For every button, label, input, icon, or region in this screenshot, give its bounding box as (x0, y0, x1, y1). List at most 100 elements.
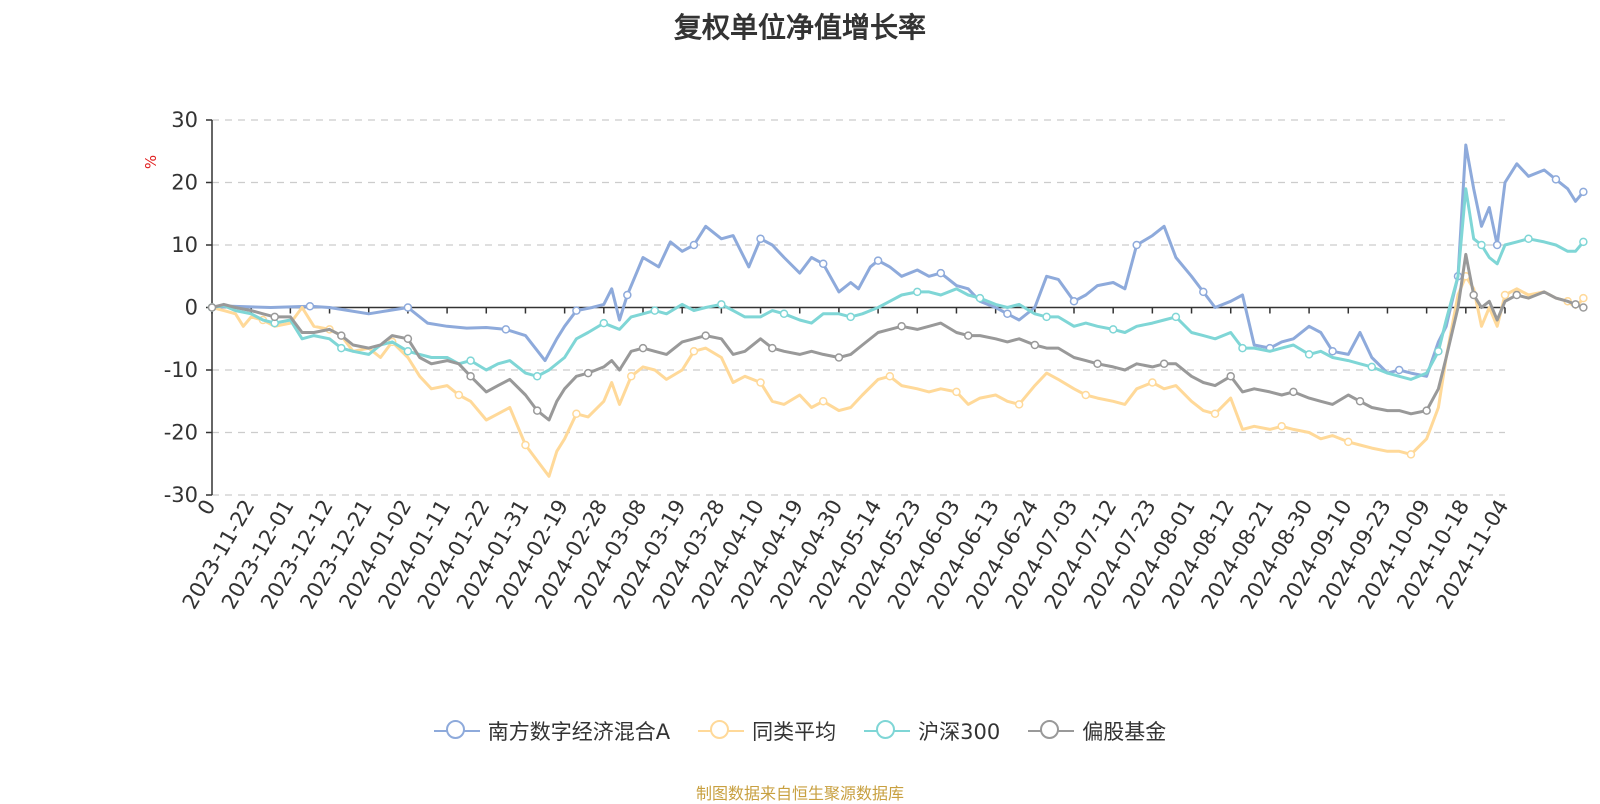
series-2 (207, 187, 1588, 381)
y-tick-label: 10 (171, 233, 198, 257)
data-point (650, 306, 660, 315)
legend-item[interactable]: 沪深300 (864, 716, 1000, 746)
data-point (1394, 365, 1404, 375)
y-tick-label: 30 (171, 108, 198, 132)
legend-circle-icon (864, 719, 911, 743)
series-lines (207, 143, 1588, 478)
data-point (1238, 343, 1247, 353)
data-point (599, 318, 609, 328)
data-point (1477, 240, 1486, 250)
data-point (885, 372, 895, 381)
data-point (1367, 362, 1377, 372)
data-point (1304, 350, 1314, 359)
series-line (210, 143, 1585, 378)
data-point (1355, 397, 1365, 406)
data-point (897, 322, 906, 331)
data-point (846, 312, 855, 322)
data-point (1171, 312, 1181, 322)
data-point (1579, 303, 1588, 312)
data-point (936, 268, 946, 278)
data-point (1328, 347, 1337, 356)
data-point (689, 347, 699, 356)
series-line (210, 187, 1585, 381)
y-tick-label: -20 (164, 421, 198, 445)
data-point (756, 234, 765, 243)
series-line (210, 274, 1585, 478)
data-point (337, 331, 346, 340)
data-point (717, 300, 726, 309)
legend-item[interactable]: 南方数字经济混合A (433, 716, 671, 746)
data-point (623, 290, 632, 300)
data-point (532, 406, 542, 415)
data-point (1277, 422, 1286, 431)
legend-label: 沪深300 (918, 720, 1001, 744)
data-source-note: 制图数据来自恒生聚源数据库 (695, 784, 904, 803)
data-point (975, 293, 985, 303)
x-tick-label: 0 (193, 496, 220, 520)
data-point (818, 259, 828, 268)
data-point (403, 334, 413, 343)
data-point (1108, 325, 1118, 334)
data-point (1199, 287, 1208, 297)
data-point (834, 353, 844, 362)
data-point (572, 409, 581, 418)
data-point (466, 372, 475, 381)
chart-title: 复权单位净值增长率 (673, 11, 926, 44)
data-point (572, 306, 581, 315)
data-point (779, 309, 789, 318)
legend-label: 同类平均 (752, 720, 837, 744)
data-point (532, 372, 542, 381)
series-0 (207, 143, 1588, 378)
y-axis-label: % (142, 155, 160, 169)
data-point (454, 390, 464, 400)
data-point (1579, 187, 1588, 197)
data-point (337, 343, 346, 353)
legend-item[interactable]: 偏股基金 (1028, 716, 1166, 746)
data-point (701, 331, 710, 340)
series-3 (207, 252, 1588, 422)
data-point (207, 303, 217, 312)
series-line (210, 252, 1585, 422)
data-point (1226, 372, 1235, 381)
legend-label: 南方数字经济混合A (487, 720, 671, 744)
data-point (466, 356, 475, 365)
y-tick-label: -10 (164, 358, 198, 382)
legend-circle-icon (433, 719, 480, 743)
data-point (1093, 359, 1102, 368)
data-point (873, 256, 883, 265)
legend-label: 偏股基金 (1082, 720, 1167, 744)
y-tick-label: 20 (171, 171, 198, 195)
data-point (305, 302, 315, 311)
data-point (1003, 309, 1012, 318)
data-point (270, 312, 279, 322)
data-point (818, 397, 828, 406)
data-point (963, 331, 973, 340)
series-1 (207, 272, 1588, 478)
data-point (1492, 240, 1502, 250)
data-point (1210, 409, 1220, 418)
data-point (521, 440, 530, 450)
data-point (1042, 312, 1051, 322)
data-point (1132, 240, 1141, 250)
data-point (1344, 437, 1353, 447)
data-point (1159, 359, 1169, 368)
y-tick-label: -30 (164, 483, 198, 507)
legend-circle-icon (1028, 719, 1075, 743)
data-point (403, 303, 413, 312)
data-point (1406, 450, 1416, 459)
data-point (1469, 290, 1478, 300)
data-point (1579, 237, 1588, 247)
data-point (1289, 387, 1298, 397)
data-point (1512, 290, 1522, 300)
data-point (1030, 340, 1040, 350)
data-point (1434, 347, 1443, 356)
legend-item[interactable]: 同类平均 (698, 716, 836, 746)
data-point (1571, 300, 1580, 309)
legend-circle-icon (698, 719, 745, 743)
data-point (1069, 297, 1079, 306)
data-point (913, 287, 922, 297)
data-point (1579, 293, 1588, 303)
data-point (768, 343, 777, 353)
data-point (689, 240, 699, 250)
